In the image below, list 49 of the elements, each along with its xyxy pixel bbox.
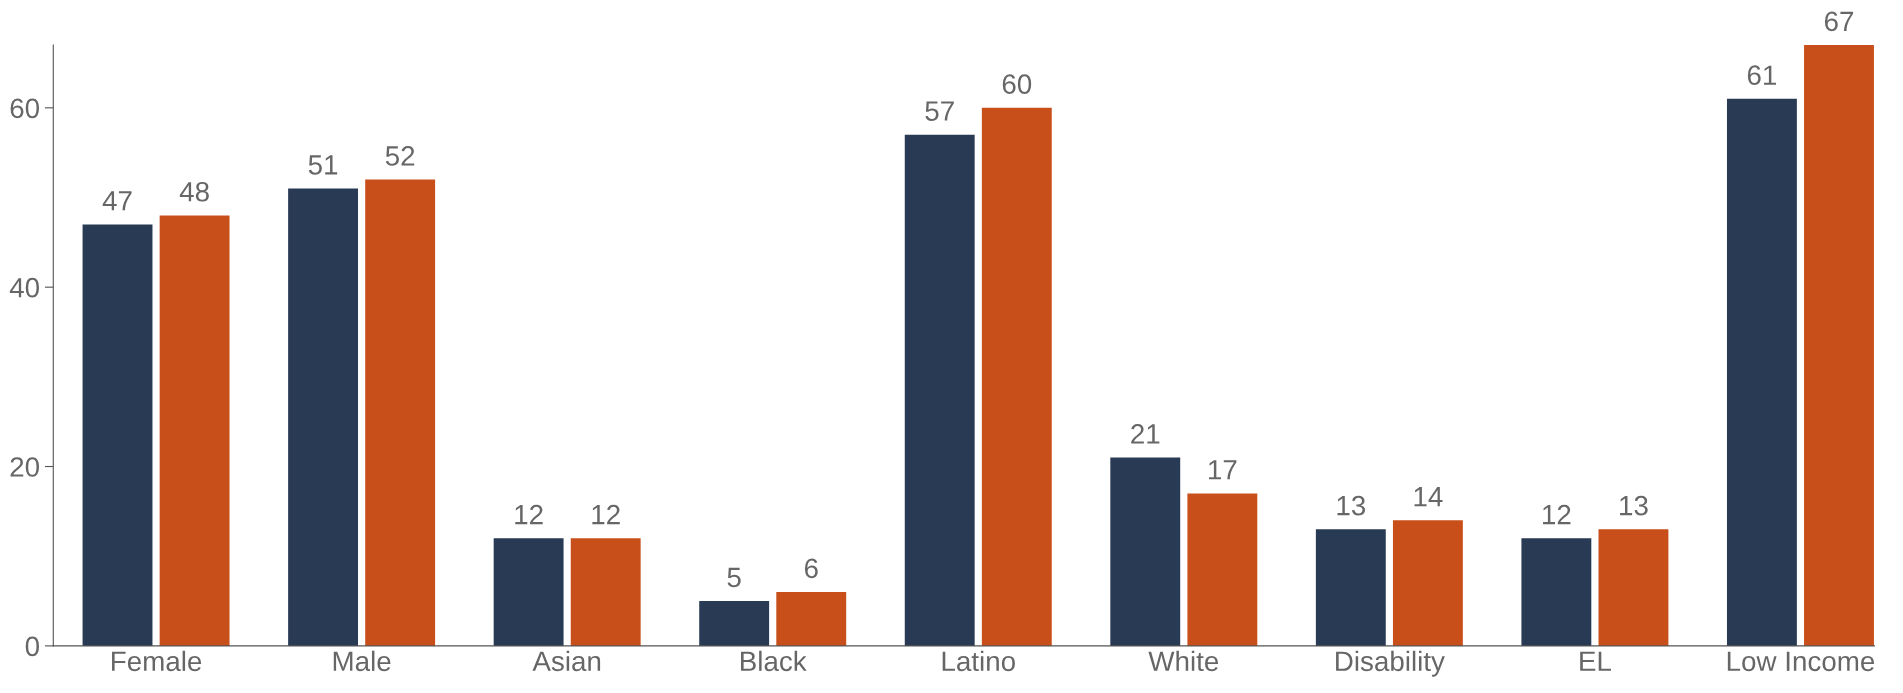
data-label: 21 bbox=[1131, 424, 1160, 444]
bar bbox=[288, 188, 359, 646]
data-label: 14 bbox=[1414, 487, 1443, 507]
bar bbox=[1110, 457, 1181, 646]
bar bbox=[365, 179, 436, 646]
bar bbox=[493, 538, 564, 646]
data-label: 51 bbox=[308, 155, 338, 175]
x-tick-label: Male bbox=[333, 650, 391, 672]
data-label: 12 bbox=[515, 504, 543, 525]
bar bbox=[776, 592, 847, 646]
data-label: 12 bbox=[1543, 504, 1571, 525]
bar bbox=[570, 538, 641, 646]
data-label: 5 bbox=[727, 567, 741, 588]
y-tick-label: 60 bbox=[10, 98, 40, 119]
data-label: 57 bbox=[925, 101, 954, 121]
data-label: 48 bbox=[179, 181, 209, 202]
bar bbox=[1315, 529, 1386, 646]
x-tick-label: Latino bbox=[942, 650, 1015, 672]
data-label: 52 bbox=[385, 146, 415, 166]
x-tick-label: Asian bbox=[532, 650, 601, 672]
x-tick-label: Low Income bbox=[1727, 651, 1875, 672]
data-label: 6 bbox=[804, 558, 818, 579]
x-tick-label: Black bbox=[741, 650, 807, 672]
data-label: 67 bbox=[1824, 11, 1854, 32]
y-tick-label: 0 bbox=[25, 636, 39, 657]
bar bbox=[981, 107, 1052, 646]
bar bbox=[699, 601, 770, 646]
data-label: 13 bbox=[1620, 495, 1648, 516]
x-tick-label: Female bbox=[112, 650, 202, 672]
bar bbox=[1392, 520, 1463, 646]
data-label: 17 bbox=[1209, 460, 1237, 480]
bar bbox=[82, 224, 153, 646]
data-label: 13 bbox=[1337, 495, 1366, 516]
data-label: 12 bbox=[592, 504, 620, 525]
bar bbox=[1187, 493, 1258, 646]
data-label: 60 bbox=[1002, 74, 1032, 94]
x-tick-label: EL bbox=[1580, 651, 1611, 671]
bar bbox=[1726, 98, 1797, 646]
x-tick-label: White bbox=[1148, 650, 1219, 672]
bar bbox=[904, 134, 975, 646]
bar bbox=[159, 215, 230, 646]
y-tick-label: 40 bbox=[9, 277, 40, 298]
bar bbox=[1804, 45, 1874, 646]
bar bbox=[1598, 529, 1669, 646]
y-tick-label: 20 bbox=[10, 457, 40, 477]
data-label: 61 bbox=[1747, 65, 1777, 86]
data-label: 47 bbox=[102, 191, 132, 211]
x-tick-label: Disability bbox=[1336, 650, 1445, 677]
bar bbox=[1521, 538, 1592, 646]
